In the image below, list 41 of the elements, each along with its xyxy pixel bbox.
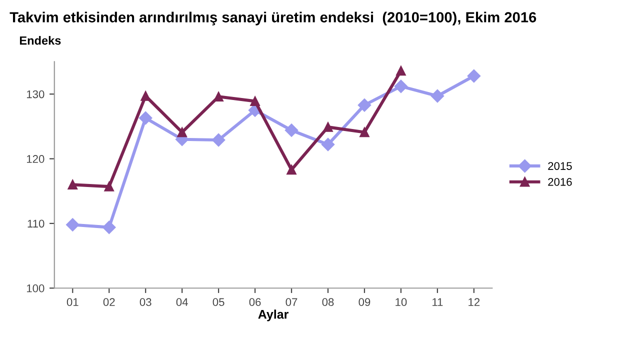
y-axis-title: Endeks: [20, 36, 61, 45]
point: [102, 220, 116, 234]
x-tick-label: 03: [140, 298, 152, 306]
point: [214, 92, 224, 102]
point: [323, 122, 333, 132]
point: [430, 89, 444, 103]
point: [394, 80, 408, 93]
point: [358, 98, 372, 112]
y-tick-label: 130: [26, 90, 44, 98]
x-tick-label: 01: [66, 298, 78, 306]
x-tick-label: 12: [468, 298, 480, 306]
chart-title: Takvim etkisinden arındırılmış sanayi üretim endeksi (2010=100), Ekim 2016: [10, 12, 536, 26]
x-tick-label: 09: [358, 298, 370, 306]
x-tick-label: 11: [432, 298, 443, 306]
x-tick-label: 06: [249, 298, 261, 306]
x-axis-title: Aylar: [258, 310, 288, 322]
point: [396, 66, 406, 76]
point: [284, 124, 298, 137]
point: [66, 218, 80, 232]
point: [177, 127, 187, 138]
y-tick-label: 110: [28, 220, 44, 228]
legend-label: 2016: [548, 178, 572, 186]
point: [212, 133, 226, 147]
point: [250, 96, 260, 106]
x-tick-label: 02: [103, 298, 115, 306]
legend-label: 2015: [548, 162, 572, 170]
y-tick-label: 100: [26, 284, 44, 292]
point: [140, 91, 150, 101]
point: [286, 164, 296, 175]
point: [360, 127, 370, 138]
x-tick-label: 08: [322, 298, 334, 306]
x-tick-label: 05: [212, 298, 224, 306]
y-tick-label: 120: [26, 155, 44, 163]
x-tick-label: 07: [286, 298, 298, 306]
point: [321, 138, 335, 152]
x-tick-label: 04: [176, 298, 188, 306]
point: [104, 182, 114, 192]
point: [467, 69, 481, 83]
x-tick-label: 10: [396, 298, 407, 306]
point: [139, 111, 152, 125]
point: [68, 180, 78, 190]
